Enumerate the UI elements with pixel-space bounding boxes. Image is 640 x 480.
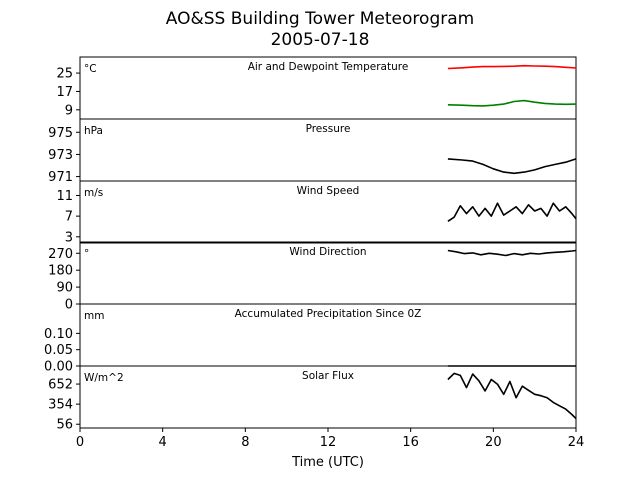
x-axis: 0 4 8 12 16 20 24 [76, 428, 584, 450]
y-tick-label: 354 [48, 398, 73, 413]
panel-unit: °C [84, 63, 97, 75]
y-tick-label: 0.00 [44, 360, 73, 375]
x-tick-label: 8 [241, 435, 249, 450]
series-line-0 [447, 158, 577, 175]
panel-unit: hPa [84, 125, 103, 137]
panel-title: Solar Flux [302, 370, 354, 382]
panel-unit: mm [84, 310, 104, 322]
panel-unit: W/m^2 [84, 372, 124, 384]
y-tick-label: 971 [48, 170, 73, 185]
y-tick-label: 11 [56, 189, 73, 204]
panel-title: Accumulated Precipitation Since 0Z [235, 308, 422, 320]
y-tick-label: 17 [56, 85, 73, 100]
panel-3: Wind Direction ° 270 180 90 0 [48, 241, 577, 313]
y-tick-label: 0.10 [44, 327, 73, 342]
panel-1: Pressure hPa 975 973 971 [48, 118, 577, 185]
panel-unit: ° [84, 248, 89, 260]
panel-4: Accumulated Precipitation Since 0Z mm 0.10… [44, 303, 577, 375]
y-tick-label: 270 [48, 247, 73, 262]
series-line-0 [447, 372, 577, 420]
y-tick-label: 7 [65, 210, 73, 225]
panel-title: Wind Direction [289, 246, 366, 258]
panel-unit: m/s [84, 187, 103, 199]
y-tick-label: 180 [48, 264, 73, 279]
series-line-0 [447, 64, 577, 70]
x-tick-label: 24 [568, 435, 585, 450]
panel-title: Wind Speed [297, 185, 360, 197]
x-tick-label: 0 [76, 435, 84, 450]
figure-title: AO&SS Building Tower Meteorogram [166, 9, 474, 29]
x-tick-label: 4 [159, 435, 167, 450]
panel-0: Air and Dewpoint Temperature °C 25 17 9 [56, 56, 577, 120]
series-line-0 [447, 202, 577, 222]
y-tick-label: 25 [56, 67, 73, 82]
panel-5: Solar Flux W/m^2 652 354 56 [48, 365, 577, 433]
x-tick-label: 12 [320, 435, 337, 450]
y-tick-label: 652 [48, 378, 73, 393]
x-tick-label: 16 [402, 435, 419, 450]
figure-date: 2005-07-18 [271, 30, 370, 50]
panel-title: Pressure [306, 123, 351, 135]
panels: Air and Dewpoint Temperature°C25179Press… [44, 56, 577, 433]
y-tick-label: 9 [65, 103, 73, 118]
y-tick-label: 973 [48, 148, 73, 163]
y-tick-label: 56 [56, 418, 73, 433]
series-line-0 [447, 249, 577, 257]
y-tick-label: 975 [48, 126, 73, 141]
y-tick-label: 3 [65, 230, 73, 245]
y-tick-label: 0 [65, 298, 73, 313]
x-tick-label: 20 [485, 435, 502, 450]
series-line-1 [447, 99, 577, 107]
panel-frame [79, 180, 577, 244]
y-tick-label: 0.05 [44, 343, 73, 358]
panel-2: Wind Speed m/s 11 7 3 [56, 180, 577, 245]
panel-title: Air and Dewpoint Temperature [248, 61, 409, 73]
x-axis-label: Time (UTC) [291, 455, 364, 470]
y-tick-label: 90 [56, 281, 73, 296]
